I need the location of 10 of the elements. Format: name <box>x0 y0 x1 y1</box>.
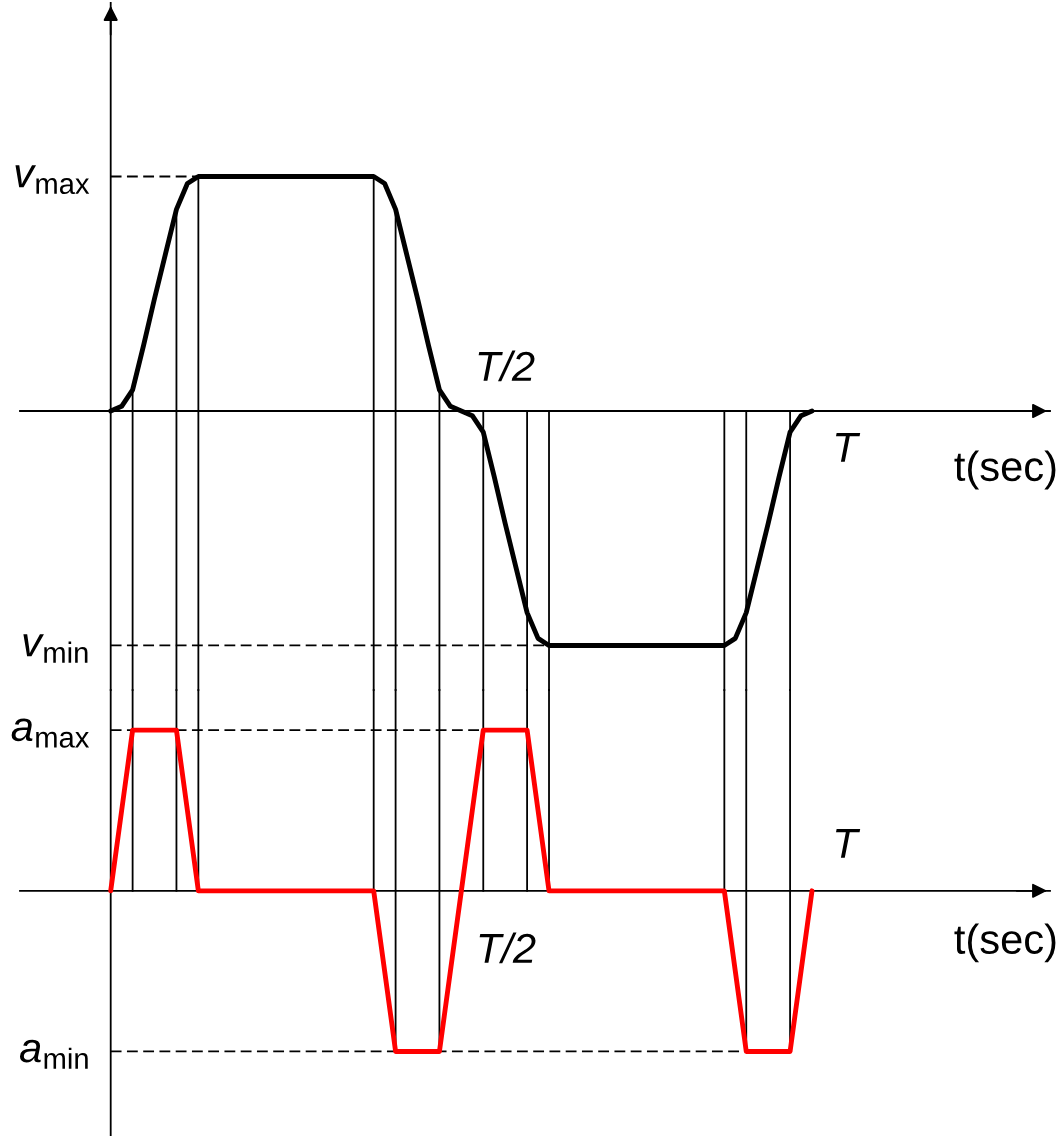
annotation: T/2 <box>478 350 535 382</box>
text: T <box>836 829 861 858</box>
x-axis-title: t(sec) <box>954 450 1056 490</box>
annotation: T/2 <box>479 932 536 964</box>
ref-line-label: a$_{max}$ <box>11 718 90 748</box>
ref-line-label: v$_{max}$ <box>15 165 90 195</box>
x-axis-title: t(sec) <box>954 923 1056 963</box>
ref-line-label: v$_{min}$ <box>23 634 88 663</box>
ref-line-label: a$_{min}$ <box>19 1039 88 1069</box>
text: T <box>836 433 861 462</box>
